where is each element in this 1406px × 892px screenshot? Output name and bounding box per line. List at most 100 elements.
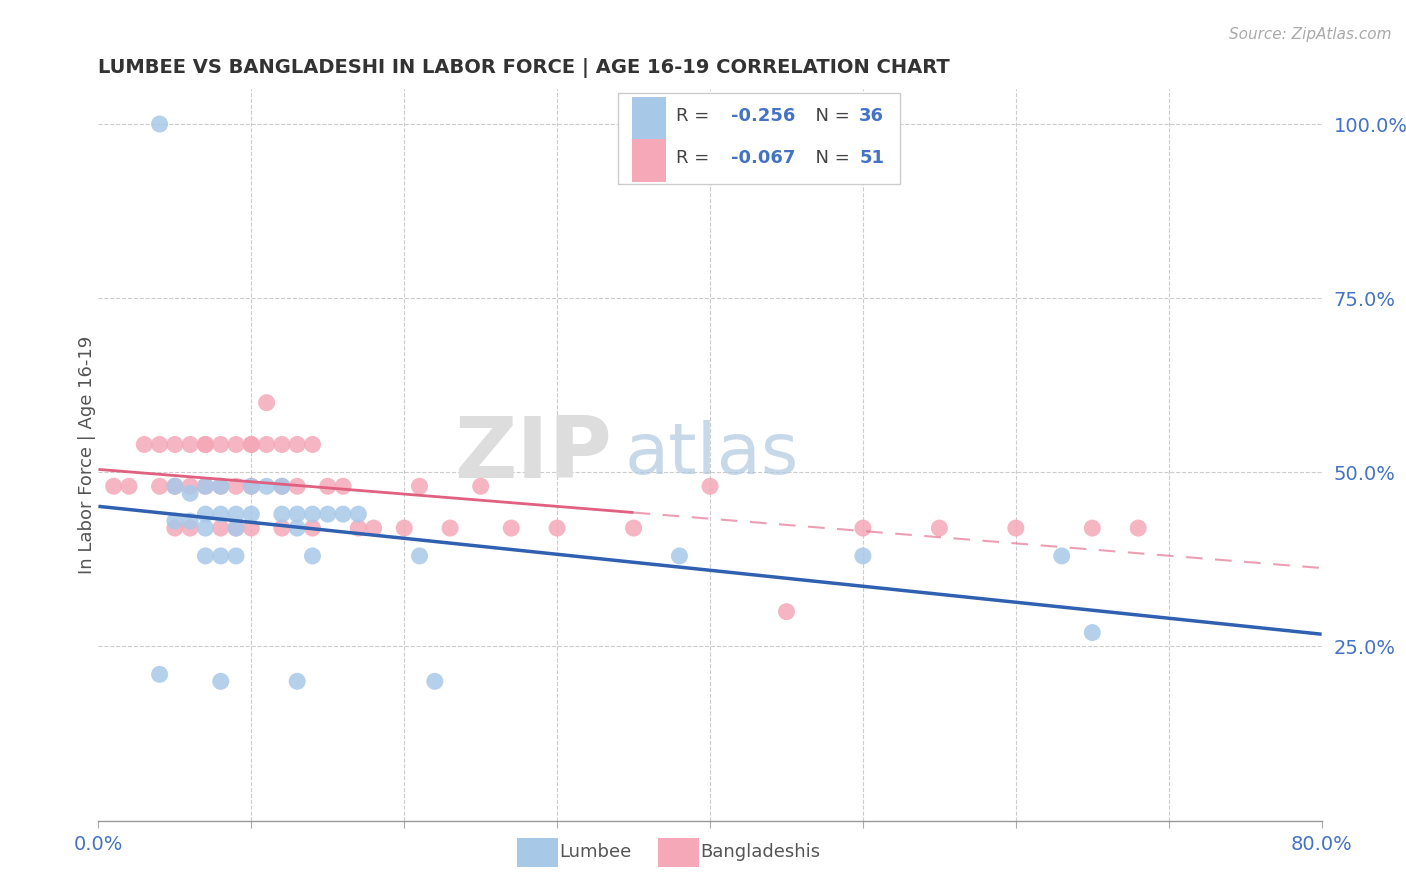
Text: Bangladeshis: Bangladeshis <box>700 843 820 861</box>
Point <box>194 437 217 451</box>
Point <box>1128 521 1150 535</box>
Point <box>179 437 201 451</box>
Point <box>103 479 125 493</box>
Point <box>209 521 232 535</box>
Point <box>285 479 308 493</box>
Point <box>332 479 354 493</box>
Point <box>149 117 172 131</box>
Point <box>668 549 690 563</box>
Point <box>852 549 875 563</box>
FancyBboxPatch shape <box>619 93 900 185</box>
Point <box>928 521 950 535</box>
Text: ZIP: ZIP <box>454 413 612 497</box>
Point <box>209 674 232 689</box>
Text: atlas: atlas <box>624 420 799 490</box>
Point <box>270 437 292 451</box>
Point <box>209 549 232 563</box>
Point <box>194 437 217 451</box>
Point <box>347 507 370 521</box>
Point <box>546 521 568 535</box>
Point <box>775 605 797 619</box>
Text: N =: N = <box>804 107 856 126</box>
Point <box>699 479 721 493</box>
Point <box>163 479 186 493</box>
Point <box>240 437 263 451</box>
Point <box>623 521 645 535</box>
Point <box>332 507 354 521</box>
Point <box>285 437 308 451</box>
Point <box>240 507 263 521</box>
Point <box>285 674 308 689</box>
Point <box>285 507 308 521</box>
Point <box>1004 521 1026 535</box>
Point <box>163 437 186 451</box>
Point <box>301 521 323 535</box>
Text: LUMBEE VS BANGLADESHI IN LABOR FORCE | AGE 16-19 CORRELATION CHART: LUMBEE VS BANGLADESHI IN LABOR FORCE | A… <box>98 57 950 78</box>
Text: R =: R = <box>676 107 714 126</box>
Point <box>149 667 172 681</box>
Point <box>256 479 278 493</box>
Text: 36: 36 <box>859 107 884 126</box>
Point <box>316 507 339 521</box>
Point <box>149 437 172 451</box>
Point <box>194 549 217 563</box>
Point <box>439 521 461 535</box>
Text: -0.067: -0.067 <box>731 150 796 168</box>
Text: Lumbee: Lumbee <box>560 843 631 861</box>
Point <box>363 521 385 535</box>
Point <box>209 507 232 521</box>
Point <box>134 437 156 451</box>
FancyBboxPatch shape <box>631 96 666 140</box>
Point <box>225 521 247 535</box>
FancyBboxPatch shape <box>631 139 666 182</box>
Point <box>301 437 323 451</box>
Point <box>316 479 339 493</box>
Point <box>225 507 247 521</box>
Point <box>392 521 416 535</box>
Point <box>240 479 263 493</box>
Point <box>179 514 201 528</box>
Point <box>408 549 430 563</box>
Point <box>209 479 232 493</box>
Point <box>194 521 217 535</box>
Point <box>163 514 186 528</box>
Point <box>1081 521 1104 535</box>
Text: -0.256: -0.256 <box>731 107 796 126</box>
Point <box>179 486 201 500</box>
Point <box>163 479 186 493</box>
Point <box>194 479 217 493</box>
Point <box>1081 625 1104 640</box>
Point <box>179 479 201 493</box>
Point <box>501 521 523 535</box>
Point <box>270 479 292 493</box>
Point <box>149 479 172 493</box>
Point <box>179 521 201 535</box>
Point <box>194 479 217 493</box>
Point <box>240 479 263 493</box>
Point <box>270 507 292 521</box>
Point <box>301 549 323 563</box>
Point <box>270 521 292 535</box>
Point <box>1050 549 1073 563</box>
Point <box>256 437 278 451</box>
Point <box>423 674 446 689</box>
Point <box>194 507 217 521</box>
Point <box>852 521 875 535</box>
Point <box>209 479 232 493</box>
Point <box>225 521 247 535</box>
Point <box>347 521 370 535</box>
Point <box>285 521 308 535</box>
Point <box>240 521 263 535</box>
Point <box>209 437 232 451</box>
Point <box>256 395 278 409</box>
Text: 51: 51 <box>859 150 884 168</box>
Text: N =: N = <box>804 150 856 168</box>
Point <box>301 507 323 521</box>
Point <box>470 479 492 493</box>
Point <box>270 479 292 493</box>
Point <box>225 549 247 563</box>
Point <box>225 437 247 451</box>
Point <box>118 479 141 493</box>
Y-axis label: In Labor Force | Age 16-19: In Labor Force | Age 16-19 <box>79 335 96 574</box>
Point <box>408 479 430 493</box>
